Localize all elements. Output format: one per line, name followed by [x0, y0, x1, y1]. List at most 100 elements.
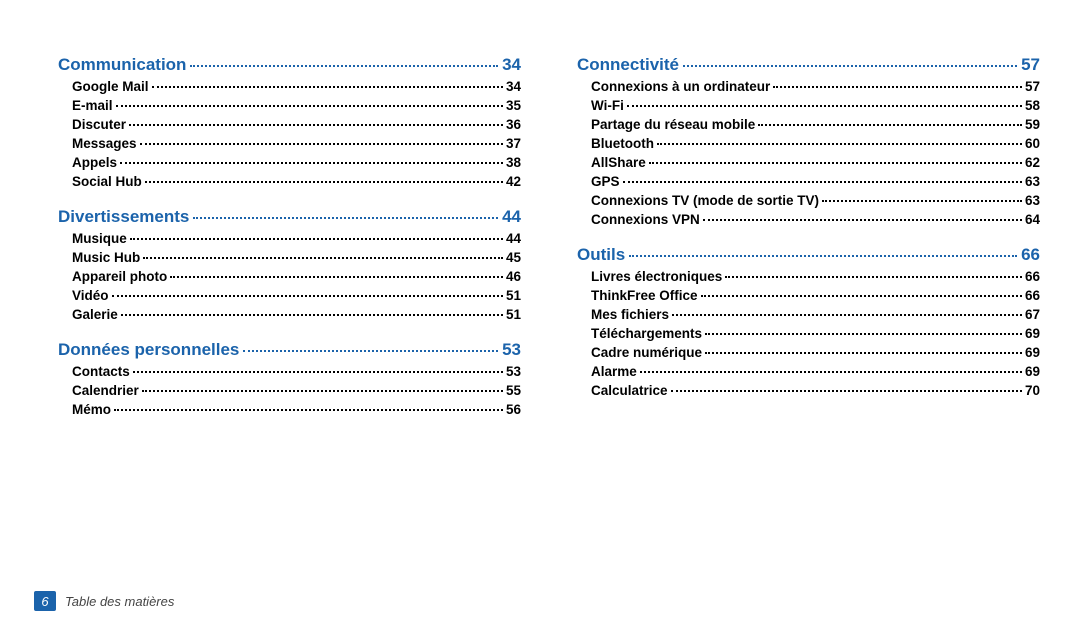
- toc-entry[interactable]: Musique44: [58, 231, 521, 246]
- toc-entry[interactable]: Calendrier 55: [58, 383, 521, 398]
- entry-page: 51: [503, 307, 521, 322]
- entry-page: 69: [1022, 326, 1040, 341]
- leader-dots: [672, 314, 1022, 316]
- toc-entry[interactable]: ThinkFree Office 66: [577, 288, 1040, 303]
- toc-entry[interactable]: Galerie 51: [58, 307, 521, 322]
- leader-dots: [114, 409, 503, 411]
- entry-page: 58: [1022, 98, 1040, 113]
- toc-entry[interactable]: Music Hub45: [58, 250, 521, 265]
- toc-section[interactable]: Données personnelles53: [58, 340, 521, 360]
- leader-dots: [657, 143, 1022, 145]
- section-title: Outils: [577, 245, 629, 265]
- leader-dots: [120, 162, 503, 164]
- toc-entry[interactable]: Vidéo 51: [58, 288, 521, 303]
- entry-title: Appels: [72, 155, 120, 170]
- toc-entry[interactable]: AllShare 62: [577, 155, 1040, 170]
- leader-dots: [627, 105, 1022, 107]
- entry-title: Bluetooth: [591, 136, 657, 151]
- entry-page: 70: [1022, 383, 1040, 398]
- entry-title: Discuter: [72, 117, 129, 132]
- entry-page: 37: [503, 136, 521, 151]
- entry-page: 53: [503, 364, 521, 379]
- entry-title: Appareil photo: [72, 269, 170, 284]
- toc-entry[interactable]: Bluetooth 60: [577, 136, 1040, 151]
- entry-title: Musique: [72, 231, 130, 246]
- leader-dots: [133, 371, 503, 373]
- entry-title: Cadre numérique: [591, 345, 705, 360]
- toc-page: Communication34 Google Mail34 E-mail35 Disc…: [0, 0, 1080, 629]
- section-title: Connectivité: [577, 55, 683, 75]
- entry-page: 38: [503, 155, 521, 170]
- entry-page: 45: [503, 250, 521, 265]
- toc-entry[interactable]: Contacts 53: [58, 364, 521, 379]
- toc-entry[interactable]: Discuter 36: [58, 117, 521, 132]
- toc-entry[interactable]: Appels 38: [58, 155, 521, 170]
- entry-page: 51: [503, 288, 521, 303]
- leader-dots: [822, 200, 1022, 202]
- toc-entry[interactable]: Appareil photo46: [58, 269, 521, 284]
- toc-entry[interactable]: Téléchargements 69: [577, 326, 1040, 341]
- entry-title: Connexions VPN: [591, 212, 703, 227]
- toc-entry[interactable]: GPS63: [577, 174, 1040, 189]
- entry-page: 64: [1022, 212, 1040, 227]
- toc-entry[interactable]: Mémo56: [58, 402, 521, 417]
- leader-dots: [170, 276, 503, 278]
- leader-dots: [703, 219, 1022, 221]
- entry-page: 36: [503, 117, 521, 132]
- toc-entry[interactable]: Connexions TV (mode de sortie TV)63: [577, 193, 1040, 208]
- toc-entry[interactable]: Messages37: [58, 136, 521, 151]
- leader-dots: [725, 276, 1022, 278]
- entry-page: 60: [1022, 136, 1040, 151]
- entry-title: E-mail: [72, 98, 116, 113]
- entry-title: Calendrier: [72, 383, 142, 398]
- toc-section[interactable]: Communication34: [58, 55, 521, 75]
- leader-dots: [193, 217, 498, 219]
- toc-entry[interactable]: Calculatrice 70: [577, 383, 1040, 398]
- toc-entry[interactable]: Wi-Fi58: [577, 98, 1040, 113]
- entry-page: 55: [503, 383, 521, 398]
- toc-entry[interactable]: Alarme69: [577, 364, 1040, 379]
- toc-entry[interactable]: Connexions à un ordinateur57: [577, 79, 1040, 94]
- toc-section[interactable]: Divertissements44: [58, 207, 521, 227]
- entry-title: AllShare: [591, 155, 649, 170]
- entry-page: 66: [1022, 288, 1040, 303]
- toc-column: Connectivité57Connexions à un ordinateur…: [577, 55, 1040, 417]
- leader-dots: [152, 86, 503, 88]
- leader-dots: [243, 350, 498, 352]
- toc-section[interactable]: Outils 66: [577, 245, 1040, 265]
- toc-columns: Communication34 Google Mail34 E-mail35 Disc…: [0, 0, 1080, 417]
- entry-page: 67: [1022, 307, 1040, 322]
- leader-dots: [701, 295, 1022, 297]
- entry-page: 69: [1022, 345, 1040, 360]
- section-page: 53: [498, 340, 521, 360]
- toc-section[interactable]: Connectivité 57: [577, 55, 1040, 75]
- toc-entry[interactable]: Partage du réseau mobile59: [577, 117, 1040, 132]
- entry-title: Contacts: [72, 364, 133, 379]
- leader-dots: [142, 390, 503, 392]
- toc-entry[interactable]: Mes fichiers67: [577, 307, 1040, 322]
- entry-title: Vidéo: [72, 288, 112, 303]
- section-page: 57: [1017, 55, 1040, 75]
- section-page: 66: [1017, 245, 1040, 265]
- entry-title: Livres électroniques: [591, 269, 725, 284]
- leader-dots: [112, 295, 503, 297]
- entry-title: ThinkFree Office: [591, 288, 701, 303]
- section-page: 44: [498, 207, 521, 227]
- page-footer: 6 Table des matières: [34, 591, 174, 611]
- entry-title: Calculatrice: [591, 383, 671, 398]
- entry-title: Téléchargements: [591, 326, 705, 341]
- toc-entry[interactable]: Social Hub42: [58, 174, 521, 189]
- entry-title: Galerie: [72, 307, 121, 322]
- leader-dots: [758, 124, 1022, 126]
- entry-title: Google Mail: [72, 79, 152, 94]
- leader-dots: [671, 390, 1022, 392]
- leader-dots: [130, 238, 503, 240]
- toc-entry[interactable]: E-mail35: [58, 98, 521, 113]
- toc-entry[interactable]: Livres électroniques66: [577, 269, 1040, 284]
- toc-entry[interactable]: Cadre numérique 69: [577, 345, 1040, 360]
- entry-page: 57: [1022, 79, 1040, 94]
- toc-entry[interactable]: Google Mail34: [58, 79, 521, 94]
- toc-entry[interactable]: Connexions VPN 64: [577, 212, 1040, 227]
- entry-title: Partage du réseau mobile: [591, 117, 758, 132]
- entry-page: 62: [1022, 155, 1040, 170]
